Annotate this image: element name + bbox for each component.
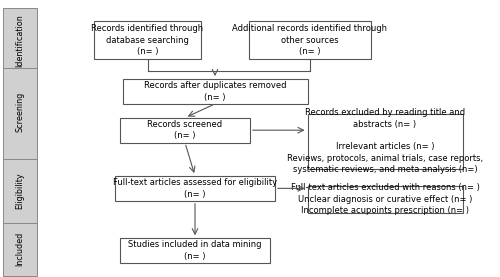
Text: Included: Included [16,232,24,266]
FancyBboxPatch shape [3,8,37,68]
FancyBboxPatch shape [94,22,201,59]
FancyBboxPatch shape [122,79,308,104]
Text: Eligibility: Eligibility [16,173,24,209]
Text: Records identified through
database searching
(n= ): Records identified through database sear… [92,24,204,56]
FancyBboxPatch shape [3,159,37,223]
FancyBboxPatch shape [249,22,371,59]
Text: Screening: Screening [16,92,24,132]
FancyBboxPatch shape [115,176,275,201]
Text: Records screened
(n= ): Records screened (n= ) [148,120,222,140]
Text: Full-text articles excluded with reasons (n= )
Unclear diagnosis or curative eff: Full-text articles excluded with reasons… [290,183,480,216]
Text: Identification: Identification [16,14,24,66]
Text: Full-text articles assessed for eligibility
(n= ): Full-text articles assessed for eligibil… [113,178,277,199]
FancyBboxPatch shape [308,186,462,213]
Text: Studies included in data mining
(n= ): Studies included in data mining (n= ) [128,240,262,261]
FancyBboxPatch shape [3,68,37,159]
FancyBboxPatch shape [308,114,462,169]
Text: Additional records identified through
other sources
(n= ): Additional records identified through ot… [232,24,388,56]
FancyBboxPatch shape [120,238,270,263]
FancyBboxPatch shape [3,223,37,276]
FancyBboxPatch shape [120,118,250,143]
Text: Records after duplicates removed
(n= ): Records after duplicates removed (n= ) [144,81,286,102]
Text: Records excluded by reading title and
abstracts (n= )

Irrelevant articles (n= ): Records excluded by reading title and ab… [287,108,483,175]
